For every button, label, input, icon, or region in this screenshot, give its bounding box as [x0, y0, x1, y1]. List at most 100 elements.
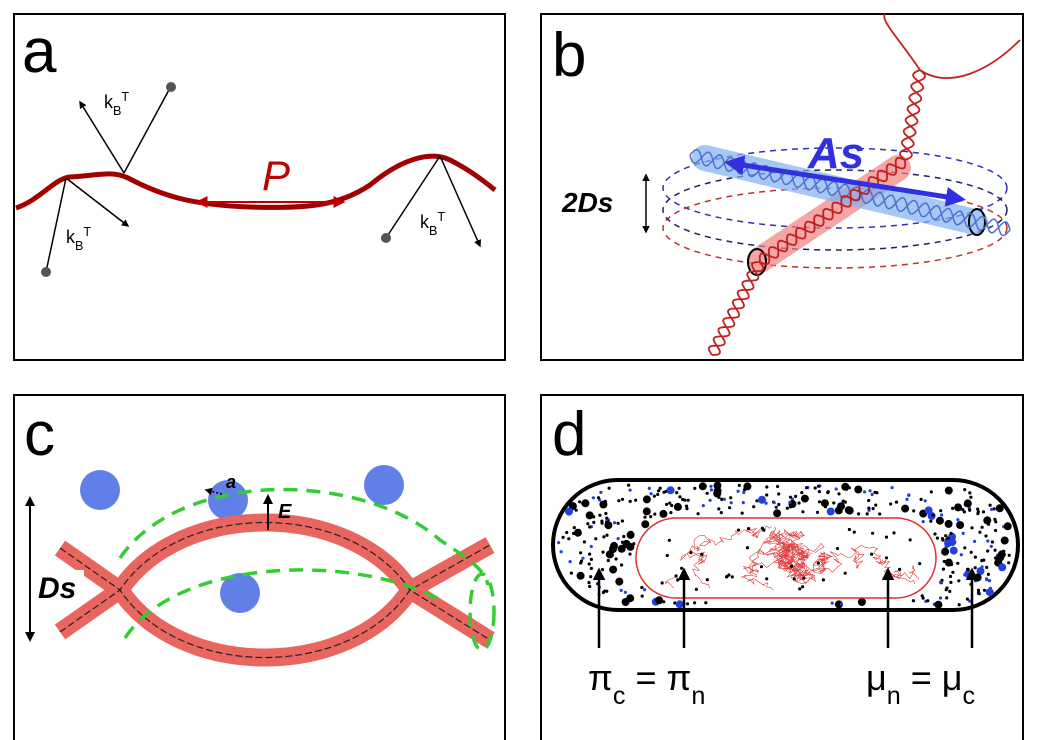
molecule	[1004, 537, 1007, 540]
panel-label: a	[22, 17, 57, 86]
molecule	[629, 489, 632, 492]
molecule	[976, 508, 979, 511]
molecule	[583, 540, 586, 543]
molecule	[831, 602, 834, 605]
molecule	[966, 568, 969, 571]
panel-b: b As 2Ds	[541, 14, 1023, 360]
molecule	[675, 491, 678, 494]
molecule	[932, 514, 935, 517]
molecule	[615, 578, 623, 586]
molecule	[974, 574, 982, 582]
molecule	[695, 588, 698, 591]
label-part: B	[429, 224, 437, 238]
molecule	[837, 502, 845, 510]
molecule	[598, 514, 601, 517]
molecule	[570, 572, 573, 575]
e-label: E	[278, 501, 292, 523]
molecule	[588, 585, 591, 588]
molecule	[594, 537, 597, 540]
molecule	[693, 601, 696, 604]
molecule	[836, 547, 839, 550]
molecule	[832, 501, 835, 504]
molecule	[567, 537, 570, 540]
label-part: T	[437, 210, 445, 224]
molecule	[565, 531, 568, 534]
molecule	[990, 545, 993, 548]
molecule	[573, 526, 576, 529]
molecule	[989, 587, 992, 590]
molecule	[599, 501, 607, 509]
molecule	[615, 557, 618, 560]
crowder	[364, 465, 404, 505]
molecule	[667, 486, 675, 494]
molecule	[962, 532, 965, 535]
molecule	[729, 496, 732, 499]
molecule	[773, 501, 776, 504]
molecule	[693, 487, 696, 490]
molecule	[794, 495, 797, 498]
molecule	[912, 509, 915, 512]
label-part: π	[588, 657, 613, 698]
molecule	[678, 487, 681, 490]
molecule	[590, 558, 593, 561]
molecule	[907, 493, 910, 496]
molecule	[853, 531, 856, 534]
molecule	[949, 581, 952, 584]
molecule	[655, 596, 663, 604]
as-label: As	[807, 129, 864, 178]
molecule	[777, 503, 780, 506]
molecule	[628, 596, 631, 599]
molecule	[798, 587, 801, 590]
molecule	[706, 492, 709, 495]
molecule	[765, 485, 768, 488]
molecule	[643, 516, 646, 519]
label-part: As	[807, 129, 864, 178]
molecule	[685, 505, 688, 508]
molecule	[817, 562, 820, 565]
molecule	[1008, 554, 1011, 557]
molecule	[857, 512, 860, 515]
molecule	[788, 501, 791, 504]
molecule	[662, 600, 665, 603]
molecule	[950, 547, 958, 555]
molecule	[801, 495, 809, 503]
molecule	[643, 588, 646, 591]
molecule	[611, 554, 614, 557]
molecule	[669, 511, 672, 514]
molecule	[608, 487, 611, 490]
molecule	[731, 575, 734, 578]
molecule	[977, 589, 980, 592]
molecule	[963, 510, 966, 513]
molecule	[723, 498, 726, 501]
molecule	[941, 537, 944, 540]
molecule	[984, 534, 987, 537]
molecule	[789, 496, 792, 499]
molecule	[746, 546, 749, 549]
molecule	[802, 577, 805, 580]
molecule	[578, 500, 581, 503]
molecule	[704, 601, 707, 604]
molecule	[670, 504, 673, 507]
molecule	[622, 535, 625, 538]
molecule	[562, 536, 565, 539]
molecule	[557, 541, 560, 544]
molecule	[944, 539, 952, 547]
molecule	[725, 575, 728, 578]
a-label: a	[226, 472, 236, 492]
molecule	[587, 581, 590, 584]
molecule	[939, 581, 942, 584]
molecule	[981, 526, 984, 529]
panel-label: b	[552, 21, 586, 90]
molecule	[818, 500, 821, 503]
molecule	[968, 491, 971, 494]
molecule	[747, 527, 750, 530]
molecule	[620, 563, 623, 566]
molecule	[892, 531, 895, 534]
label-part: E	[278, 501, 292, 523]
label-part: Ds	[38, 572, 76, 605]
molecule	[752, 505, 755, 508]
label-part: 2Ds	[561, 187, 613, 218]
molecule	[699, 482, 707, 490]
label-part: μ	[866, 657, 887, 698]
molecule	[709, 485, 712, 488]
